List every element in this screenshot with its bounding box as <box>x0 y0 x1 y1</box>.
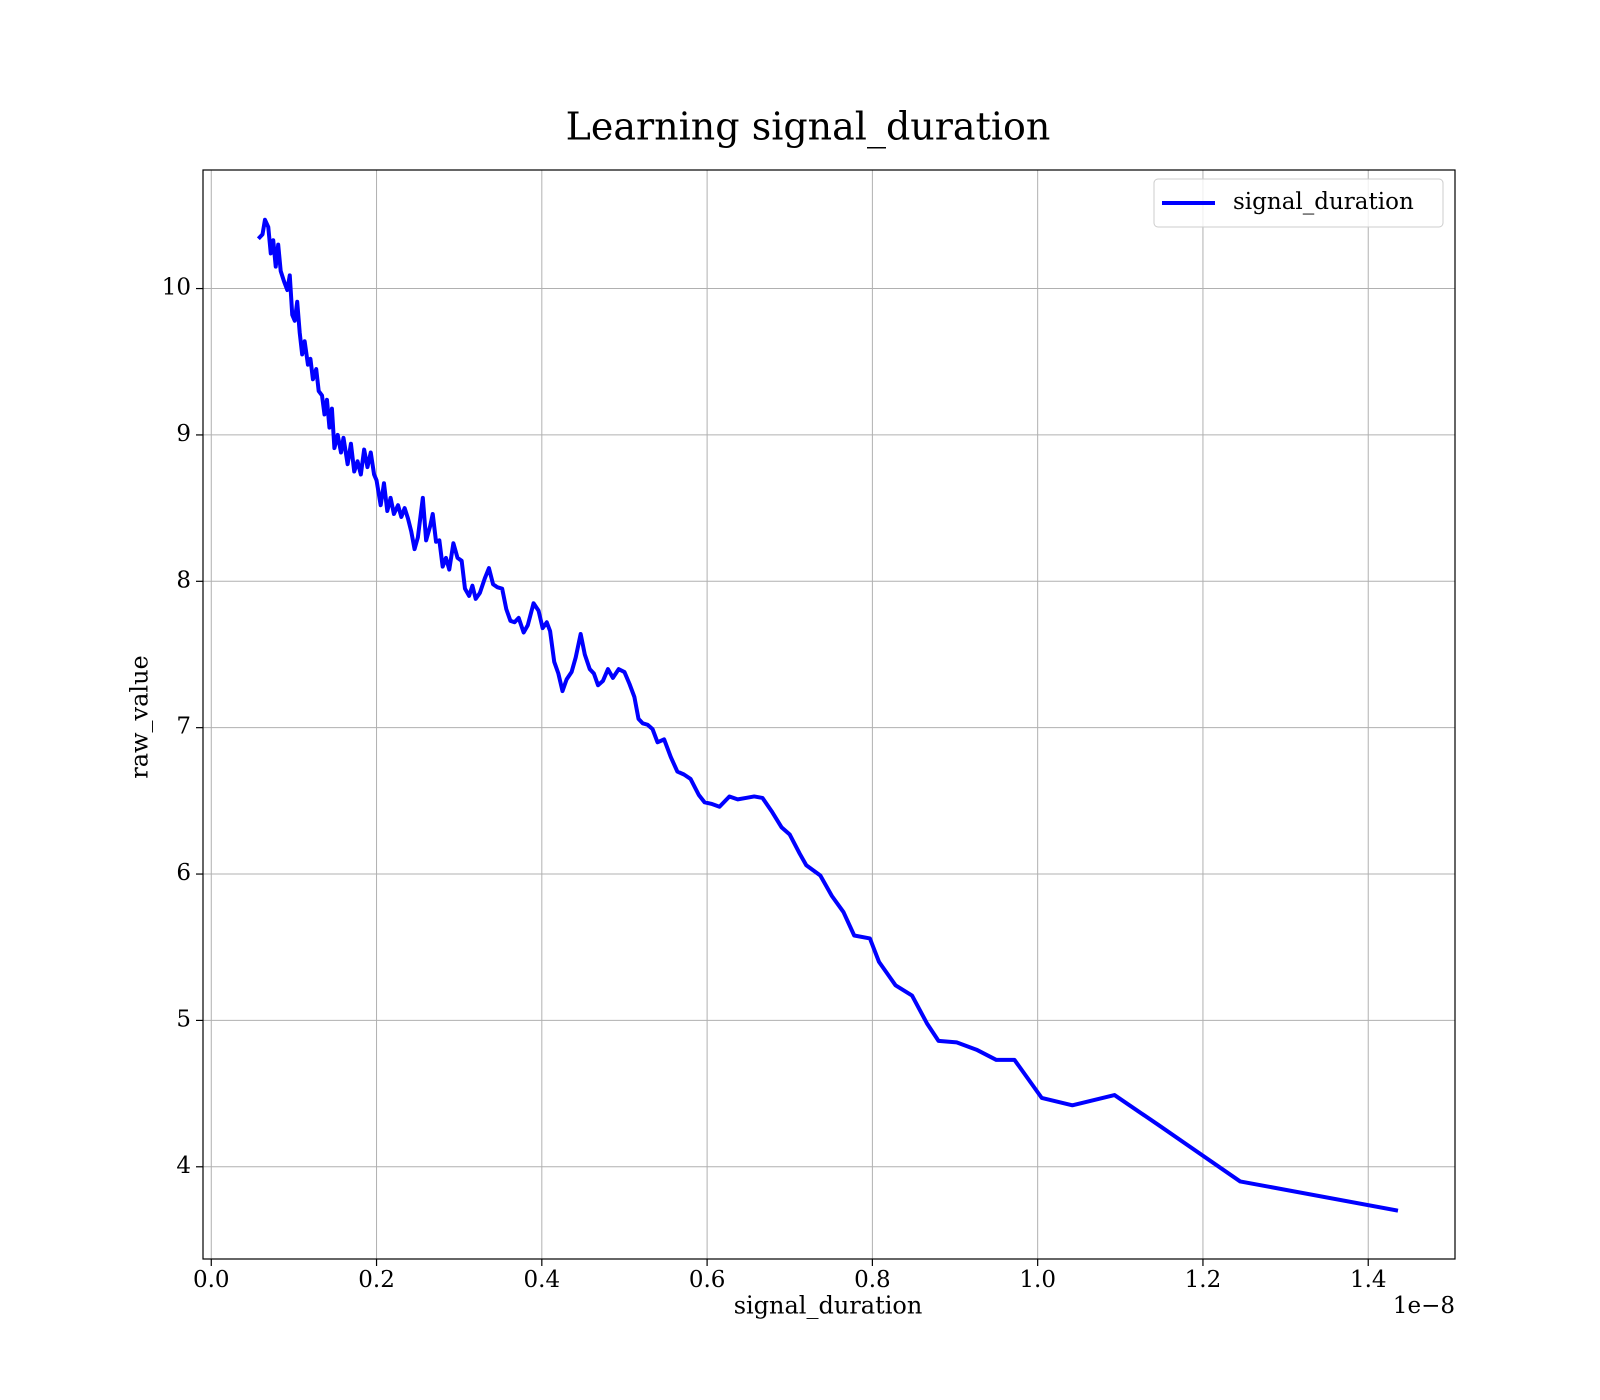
x-tick-label: 0.4 <box>524 1267 561 1293</box>
y-tick-label: 8 <box>176 567 191 593</box>
legend-label: signal_duration <box>1233 189 1414 215</box>
x-tick-label: 0.6 <box>689 1267 726 1293</box>
x-offset-label: 1e−8 <box>1393 1293 1455 1319</box>
x-tick-label: 1.0 <box>1019 1267 1056 1293</box>
plot-frame <box>202 169 1456 1260</box>
x-tick-label: 1.2 <box>1185 1267 1222 1293</box>
y-axis-label: raw_value <box>126 655 154 779</box>
y-tick-label: 9 <box>176 421 191 447</box>
y-tick-label: 6 <box>176 860 191 886</box>
y-tick-label: 7 <box>176 714 191 740</box>
legend-box <box>1153 178 1444 228</box>
y-tick-label: 4 <box>176 1153 191 1179</box>
chart-title: Learning signal_duration <box>566 105 1051 150</box>
x-axis-label: signal_duration <box>734 1292 923 1320</box>
x-tick-label: 0.2 <box>358 1267 395 1293</box>
y-tick-label: 10 <box>162 275 191 301</box>
x-tick-label: 0.8 <box>854 1267 891 1293</box>
x-tick-label: 0.0 <box>193 1267 230 1293</box>
y-tick-label: 5 <box>176 1006 191 1032</box>
data-line <box>256 217 1399 1213</box>
x-tick-label: 1.4 <box>1350 1267 1387 1293</box>
